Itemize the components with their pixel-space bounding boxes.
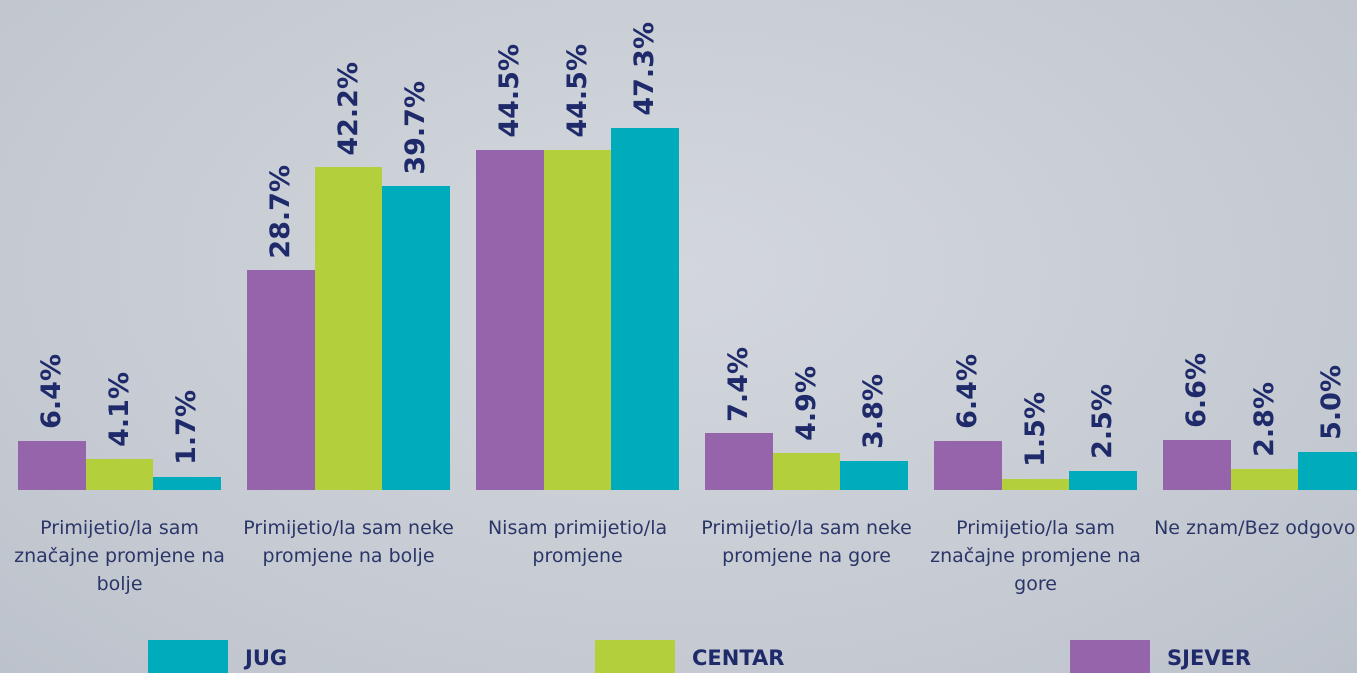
- bar: [934, 441, 1002, 490]
- bar: [1069, 470, 1138, 490]
- bar: [772, 452, 841, 490]
- bar: [18, 441, 86, 490]
- bar: [705, 433, 773, 490]
- bar: [543, 149, 612, 490]
- value-label: 1.5%: [1019, 391, 1051, 467]
- value-label: 44.5%: [493, 43, 525, 138]
- category-label: Primijetio/la sam značajne promjene na b…: [14, 517, 225, 595]
- value-label: 5.0%: [1316, 364, 1348, 440]
- value-label: 1.7%: [171, 390, 203, 465]
- legend-swatch: [595, 640, 675, 673]
- value-label: 4.1%: [103, 371, 135, 447]
- bar: [1230, 468, 1299, 490]
- value-label: 2.8%: [1248, 381, 1280, 457]
- legend-label: JUG: [245, 646, 288, 670]
- value-label: 6.6%: [1180, 352, 1212, 428]
- category-label: Primijetio/la sam značajne promjene na g…: [930, 517, 1141, 595]
- bar: [476, 149, 544, 490]
- bar: [611, 128, 680, 490]
- value-label: 42.2%: [332, 61, 364, 156]
- value-label: 2.5%: [1087, 383, 1119, 459]
- legend-swatch: [148, 640, 228, 673]
- bar: [1001, 478, 1070, 490]
- bar: [247, 270, 315, 490]
- bar: [1298, 451, 1357, 490]
- category-label: Primijetio/la sam neke promjene na gore: [701, 517, 912, 567]
- legend-label: SJEVER: [1167, 646, 1252, 670]
- legend-swatch: [1070, 640, 1150, 673]
- value-label: 44.5%: [561, 43, 593, 138]
- value-label: 47.3%: [629, 22, 661, 117]
- value-label: 6.4%: [35, 354, 67, 430]
- legend-label: CENTAR: [692, 646, 785, 670]
- value-label: 4.9%: [790, 365, 822, 441]
- bar: [153, 476, 222, 490]
- value-label: 6.4%: [951, 354, 983, 430]
- value-label: 7.4%: [722, 346, 754, 422]
- value-label: 3.8%: [858, 374, 890, 449]
- bar: [85, 458, 154, 490]
- bar: [314, 167, 383, 490]
- value-label: 28.7%: [264, 164, 296, 259]
- value-label: 39.7%: [400, 80, 432, 175]
- category-label: Primijetio/la sam neke promjene na bolje: [243, 517, 454, 567]
- category-label: Ne znam/Bez odgovora: [1154, 517, 1357, 539]
- category-label: Nisam primijetio/la promjene: [487, 517, 668, 567]
- bar: [840, 460, 909, 490]
- bar: [382, 186, 451, 490]
- bar: [1163, 439, 1231, 490]
